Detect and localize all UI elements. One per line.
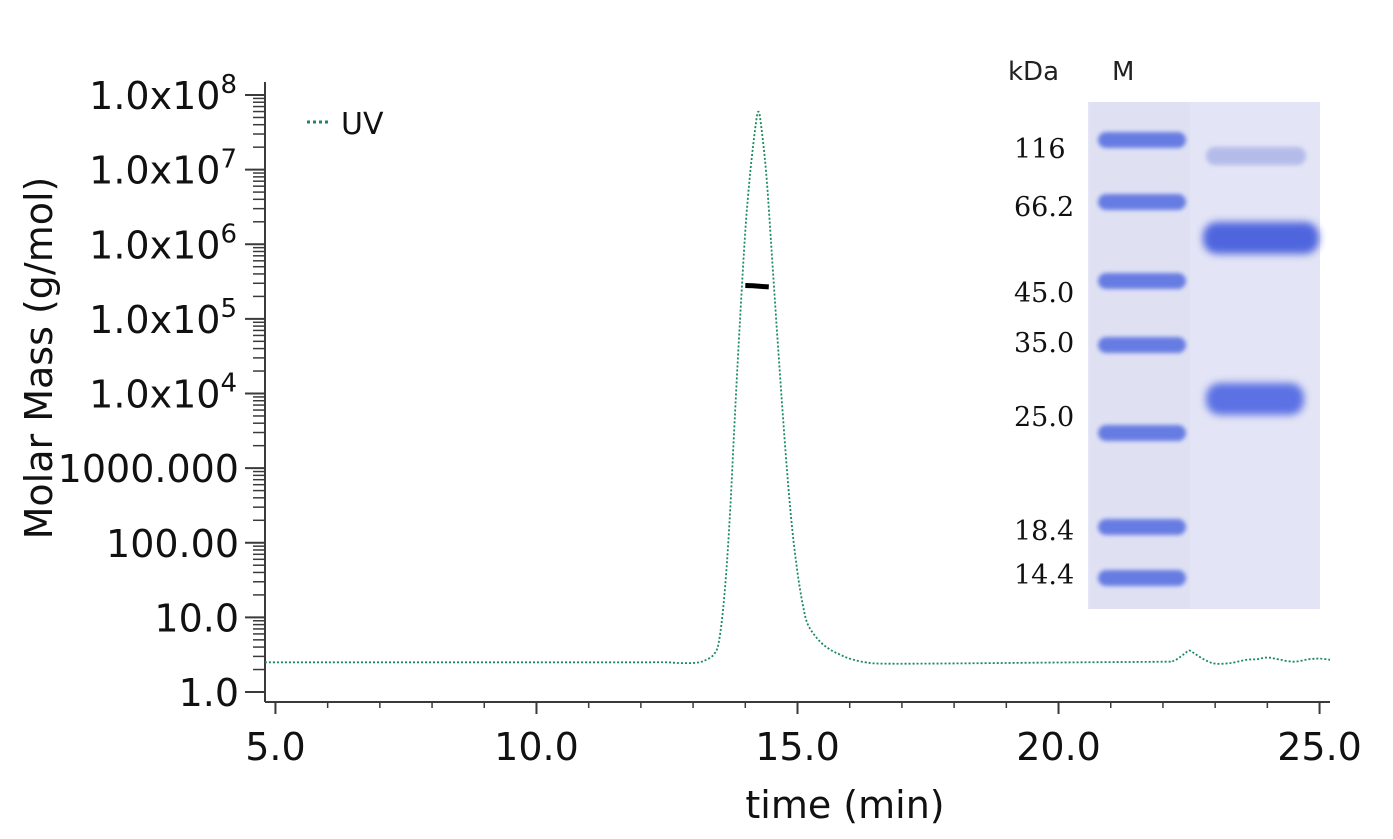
gel-marker-label: 14.4 <box>1014 560 1074 591</box>
y-tick-label: 10.0 <box>154 596 239 640</box>
x-tick-label: 10.0 <box>494 725 579 769</box>
series-line-molar-mass <box>745 283 769 290</box>
legend-label-uv: UV <box>341 107 384 142</box>
gel-sample-band-1 <box>1206 147 1306 165</box>
y-minor-ticks <box>253 97 265 671</box>
gel-marker-label: 45.0 <box>1014 278 1074 309</box>
gel-marker-labels: 116 66.2 45.0 35.0 25.0 18.4 14.4 <box>1014 134 1074 591</box>
gel-marker-band <box>1098 519 1186 535</box>
gel-marker-label: 18.4 <box>1014 516 1074 547</box>
y-tick-label: 1.0x104 <box>89 369 237 417</box>
x-axis-title: time (min) <box>745 783 944 827</box>
gel-marker-label: 25.0 <box>1014 402 1074 433</box>
y-tick-labels: 1.0 10.0 100.00 1000.000 1.0x104 1.0x105 1.0x1… <box>58 70 239 715</box>
x-tick-label: 5.0 <box>245 725 305 769</box>
gel-sample-band-2 <box>1203 222 1319 254</box>
x-tick-labels: 5.0 10.0 15.0 20.0 25.0 <box>245 725 1362 769</box>
gel-marker-band <box>1098 425 1186 441</box>
y-tick-label: 1.0x107 <box>89 145 237 193</box>
x-tick-label: 25.0 <box>1277 725 1362 769</box>
x-major-ticks <box>274 702 1321 714</box>
gel-marker-band <box>1098 337 1186 353</box>
gel-marker-band <box>1098 194 1186 210</box>
gel-marker-band <box>1098 570 1186 586</box>
y-tick-label: 1.0 <box>179 671 239 715</box>
y-tick-label: 1.0x108 <box>89 70 237 118</box>
gel-marker-label: 35.0 <box>1014 328 1074 359</box>
gel-sample-bands <box>1203 147 1319 415</box>
y-tick-label: 1.0x105 <box>89 294 237 342</box>
series-layer <box>265 110 1331 665</box>
y-axis-title: Molar Mass (g/mol) <box>17 177 61 540</box>
gel-marker-label: 116 <box>1014 134 1066 165</box>
legend: UV <box>307 107 384 142</box>
y-tick-label: 1000.000 <box>58 447 239 491</box>
x-tick-label: 20.0 <box>1016 725 1101 769</box>
gel-marker-band <box>1098 273 1186 289</box>
y-major-ticks <box>245 94 265 693</box>
y-tick-label: 1.0x106 <box>89 219 237 267</box>
x-tick-label: 15.0 <box>755 725 840 769</box>
sds-page-gel-inset: 116 66.2 45.0 35.0 25.0 18.4 14.4 kDa M <box>1008 57 1320 609</box>
gel-header-kda: kDa <box>1008 57 1059 87</box>
gel-sample-band-3 <box>1206 383 1304 415</box>
gel-marker-label: 66.2 <box>1014 192 1074 223</box>
gel-marker-band <box>1098 132 1186 148</box>
gel-header-marker: M <box>1112 57 1134 87</box>
gel-marker-bands <box>1098 132 1186 586</box>
y-tick-label: 100.00 <box>106 522 239 566</box>
series-line-uv <box>265 110 1331 665</box>
